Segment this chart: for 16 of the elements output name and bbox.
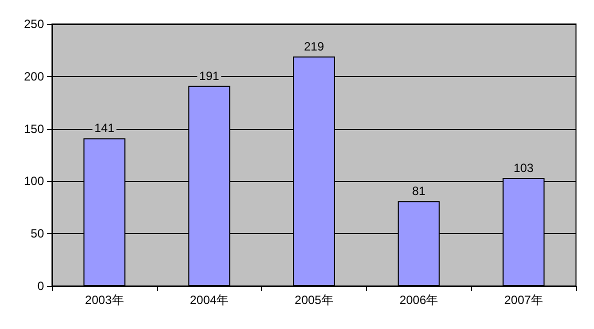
data-label: 81 <box>412 184 426 198</box>
x-tick-label: 2003年 <box>85 293 124 307</box>
y-tick-label: 0 <box>37 279 44 293</box>
y-tick-label: 150 <box>24 122 44 136</box>
x-tick-label: 2007年 <box>504 293 543 307</box>
x-tick-label: 2005年 <box>294 293 334 307</box>
y-tick-label: 250 <box>24 17 44 31</box>
x-tick-label: 2006年 <box>399 293 438 307</box>
data-label: 219 <box>304 39 324 54</box>
data-label: 191 <box>199 68 220 83</box>
data-label: 103 <box>514 161 534 176</box>
y-tick-label: 50 <box>30 226 44 241</box>
x-tick-label: 2004年 <box>190 293 229 307</box>
data-label: 141 <box>94 121 115 136</box>
y-tick-label: 100 <box>24 174 44 188</box>
y-tick-label: 200 <box>24 69 44 84</box>
